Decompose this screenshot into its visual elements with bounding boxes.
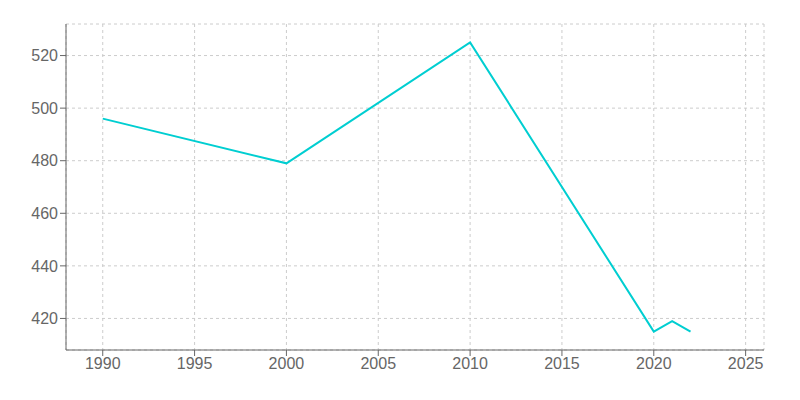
svg-text:2000: 2000 [269, 355, 305, 372]
svg-text:420: 420 [31, 310, 58, 327]
svg-text:480: 480 [31, 152, 58, 169]
svg-text:2015: 2015 [544, 355, 580, 372]
svg-text:460: 460 [31, 205, 58, 222]
svg-text:520: 520 [31, 47, 58, 64]
svg-text:500: 500 [31, 100, 58, 117]
svg-text:2025: 2025 [728, 355, 764, 372]
svg-text:2010: 2010 [452, 355, 488, 372]
svg-text:1990: 1990 [85, 355, 121, 372]
svg-text:2020: 2020 [636, 355, 672, 372]
svg-text:2005: 2005 [360, 355, 396, 372]
svg-text:1995: 1995 [177, 355, 213, 372]
svg-text:440: 440 [31, 258, 58, 275]
